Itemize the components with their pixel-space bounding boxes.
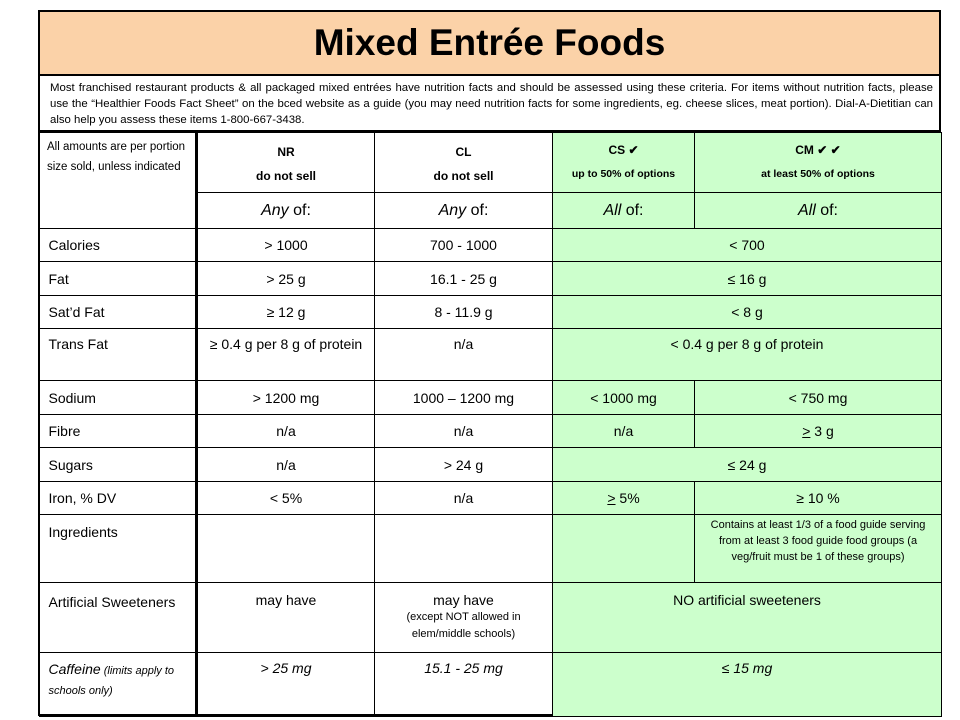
cs-code: CS ✔ [608, 143, 639, 157]
row-label: Artificial Sweeteners [38, 582, 198, 653]
row-label: Sugars [38, 447, 198, 482]
cl-code: CL [455, 145, 472, 159]
cm-all-of: All of: [694, 192, 942, 229]
page-title: Mixed Entrée Foods [40, 12, 939, 76]
row-label: Calories [38, 228, 198, 262]
caffeine-note: (limits apply to schools only) [48, 665, 175, 697]
cs-value: < 1000 mg [552, 380, 695, 415]
cl-main: may have [433, 592, 494, 608]
row-ingredients: Ingredients Contains at least 1/3 of a f… [38, 514, 942, 583]
row-label: Sodium [38, 380, 198, 415]
row-fat: Fat > 25 g 16.1 - 25 g ≤ 16 g [38, 261, 942, 296]
row-label: Iron, % DV [38, 481, 198, 515]
row-sugars: Sugars n/a > 24 g ≤ 24 g [38, 447, 942, 482]
intro-text: Most franchised restaurant products & al… [40, 76, 939, 132]
cl-value [374, 514, 553, 583]
cs-cm-value: < 0.4 g per 8 g of protein [552, 328, 942, 381]
row-iron: Iron, % DV < 5% n/a > 5% ≥ 10 % [38, 481, 942, 515]
nutrition-criteria-sheet: Mixed Entrée Foods Most franchised resta… [38, 10, 942, 717]
cl-value: 8 - 11.9 g [374, 295, 553, 329]
nr-value: n/a [196, 447, 375, 482]
row-sodium: Sodium > 1200 mg 1000 – 1200 mg < 1000 m… [38, 380, 942, 415]
cs-value [552, 514, 695, 583]
nr-header: NR do not sell [196, 132, 375, 193]
row-label: Fat [38, 261, 198, 296]
nr-value: ≥ 12 g [196, 295, 375, 329]
cm-value: > 3 g [694, 414, 942, 448]
criteria-table: All amounts are per portion size sold, u… [38, 132, 942, 717]
cl-value: 15.1 - 25 mg [374, 652, 553, 717]
cm-code: CM ✔ ✔ [795, 143, 841, 157]
nr-value: may have [196, 582, 375, 653]
row-label: Caffeine (limits apply to schools only) [38, 652, 198, 717]
row-transfat: Trans Fat ≥ 0.4 g per 8 g of protein n/a… [38, 328, 942, 381]
row-label: Trans Fat [38, 328, 198, 381]
cs-cm-value: ≤ 24 g [552, 447, 942, 482]
cl-value: > 24 g [374, 447, 553, 482]
nr-sub: do not sell [256, 169, 316, 183]
row-calories: Calories > 1000 700 - 1000 < 700 [38, 228, 942, 262]
row-caffeine: Caffeine (limits apply to schools only) … [38, 652, 942, 717]
row-fibre: Fibre n/a n/a n/a > 3 g [38, 414, 942, 448]
cs-all-of: All of: [552, 192, 695, 229]
cl-value: n/a [374, 414, 553, 448]
nr-code: NR [277, 145, 295, 159]
cs-cm-value: ≤ 15 mg [552, 652, 942, 717]
cl-note: (except NOT allowed in elem/middle schoo… [406, 611, 521, 640]
cl-value: 1000 – 1200 mg [374, 380, 553, 415]
cl-value: 16.1 - 25 g [374, 261, 553, 296]
nr-value [196, 514, 375, 583]
row-satfat: Sat’d Fat ≥ 12 g 8 - 11.9 g < 8 g [38, 295, 942, 329]
cm-sub: at least 50% of options [761, 168, 875, 180]
cs-value: n/a [552, 414, 695, 448]
cl-header: CL do not sell [374, 132, 553, 193]
row-label: Ingredients [38, 514, 198, 583]
cl-value: n/a [374, 328, 553, 381]
row-sweeteners: Artificial Sweeteners may have may have … [38, 582, 942, 653]
cl-value: n/a [374, 481, 553, 515]
cs-cm-value: < 700 [552, 228, 942, 262]
cl-value: may have (except NOT allowed in elem/mid… [374, 582, 553, 653]
row-label: Fibre [38, 414, 198, 448]
nr-value: < 5% [196, 481, 375, 515]
nr-any-of: Any of: [196, 192, 375, 229]
cm-value: Contains at least 1/3 of a food guide se… [694, 514, 942, 583]
cm-value: < 750 mg [694, 380, 942, 415]
nr-value: ≥ 0.4 g per 8 g of protein [196, 328, 375, 381]
nr-value: > 25 mg [196, 652, 375, 717]
cl-any-of: Any of: [374, 192, 553, 229]
cl-sub: do not sell [433, 169, 494, 183]
cs-header: CS ✔ up to 50% of options [552, 132, 695, 193]
row-label: Sat’d Fat [38, 295, 198, 329]
nr-value: > 1200 mg [196, 380, 375, 415]
cs-cm-value: < 8 g [552, 295, 942, 329]
cm-header: CM ✔ ✔ at least 50% of options [694, 132, 942, 193]
amounts-note: All amounts are per portion size sold, u… [38, 132, 198, 229]
cs-value: > 5% [552, 481, 695, 515]
cs-sub: up to 50% of options [571, 168, 676, 180]
nr-value: n/a [196, 414, 375, 448]
caffeine-label: Caffeine [48, 661, 101, 677]
cm-value: ≥ 10 % [694, 481, 942, 515]
nr-value: > 25 g [196, 261, 375, 296]
cs-cm-value: NO artificial sweeteners [552, 582, 942, 653]
cl-value: 700 - 1000 [374, 228, 553, 262]
cs-cm-value: ≤ 16 g [552, 261, 942, 296]
nr-value: > 1000 [196, 228, 375, 262]
